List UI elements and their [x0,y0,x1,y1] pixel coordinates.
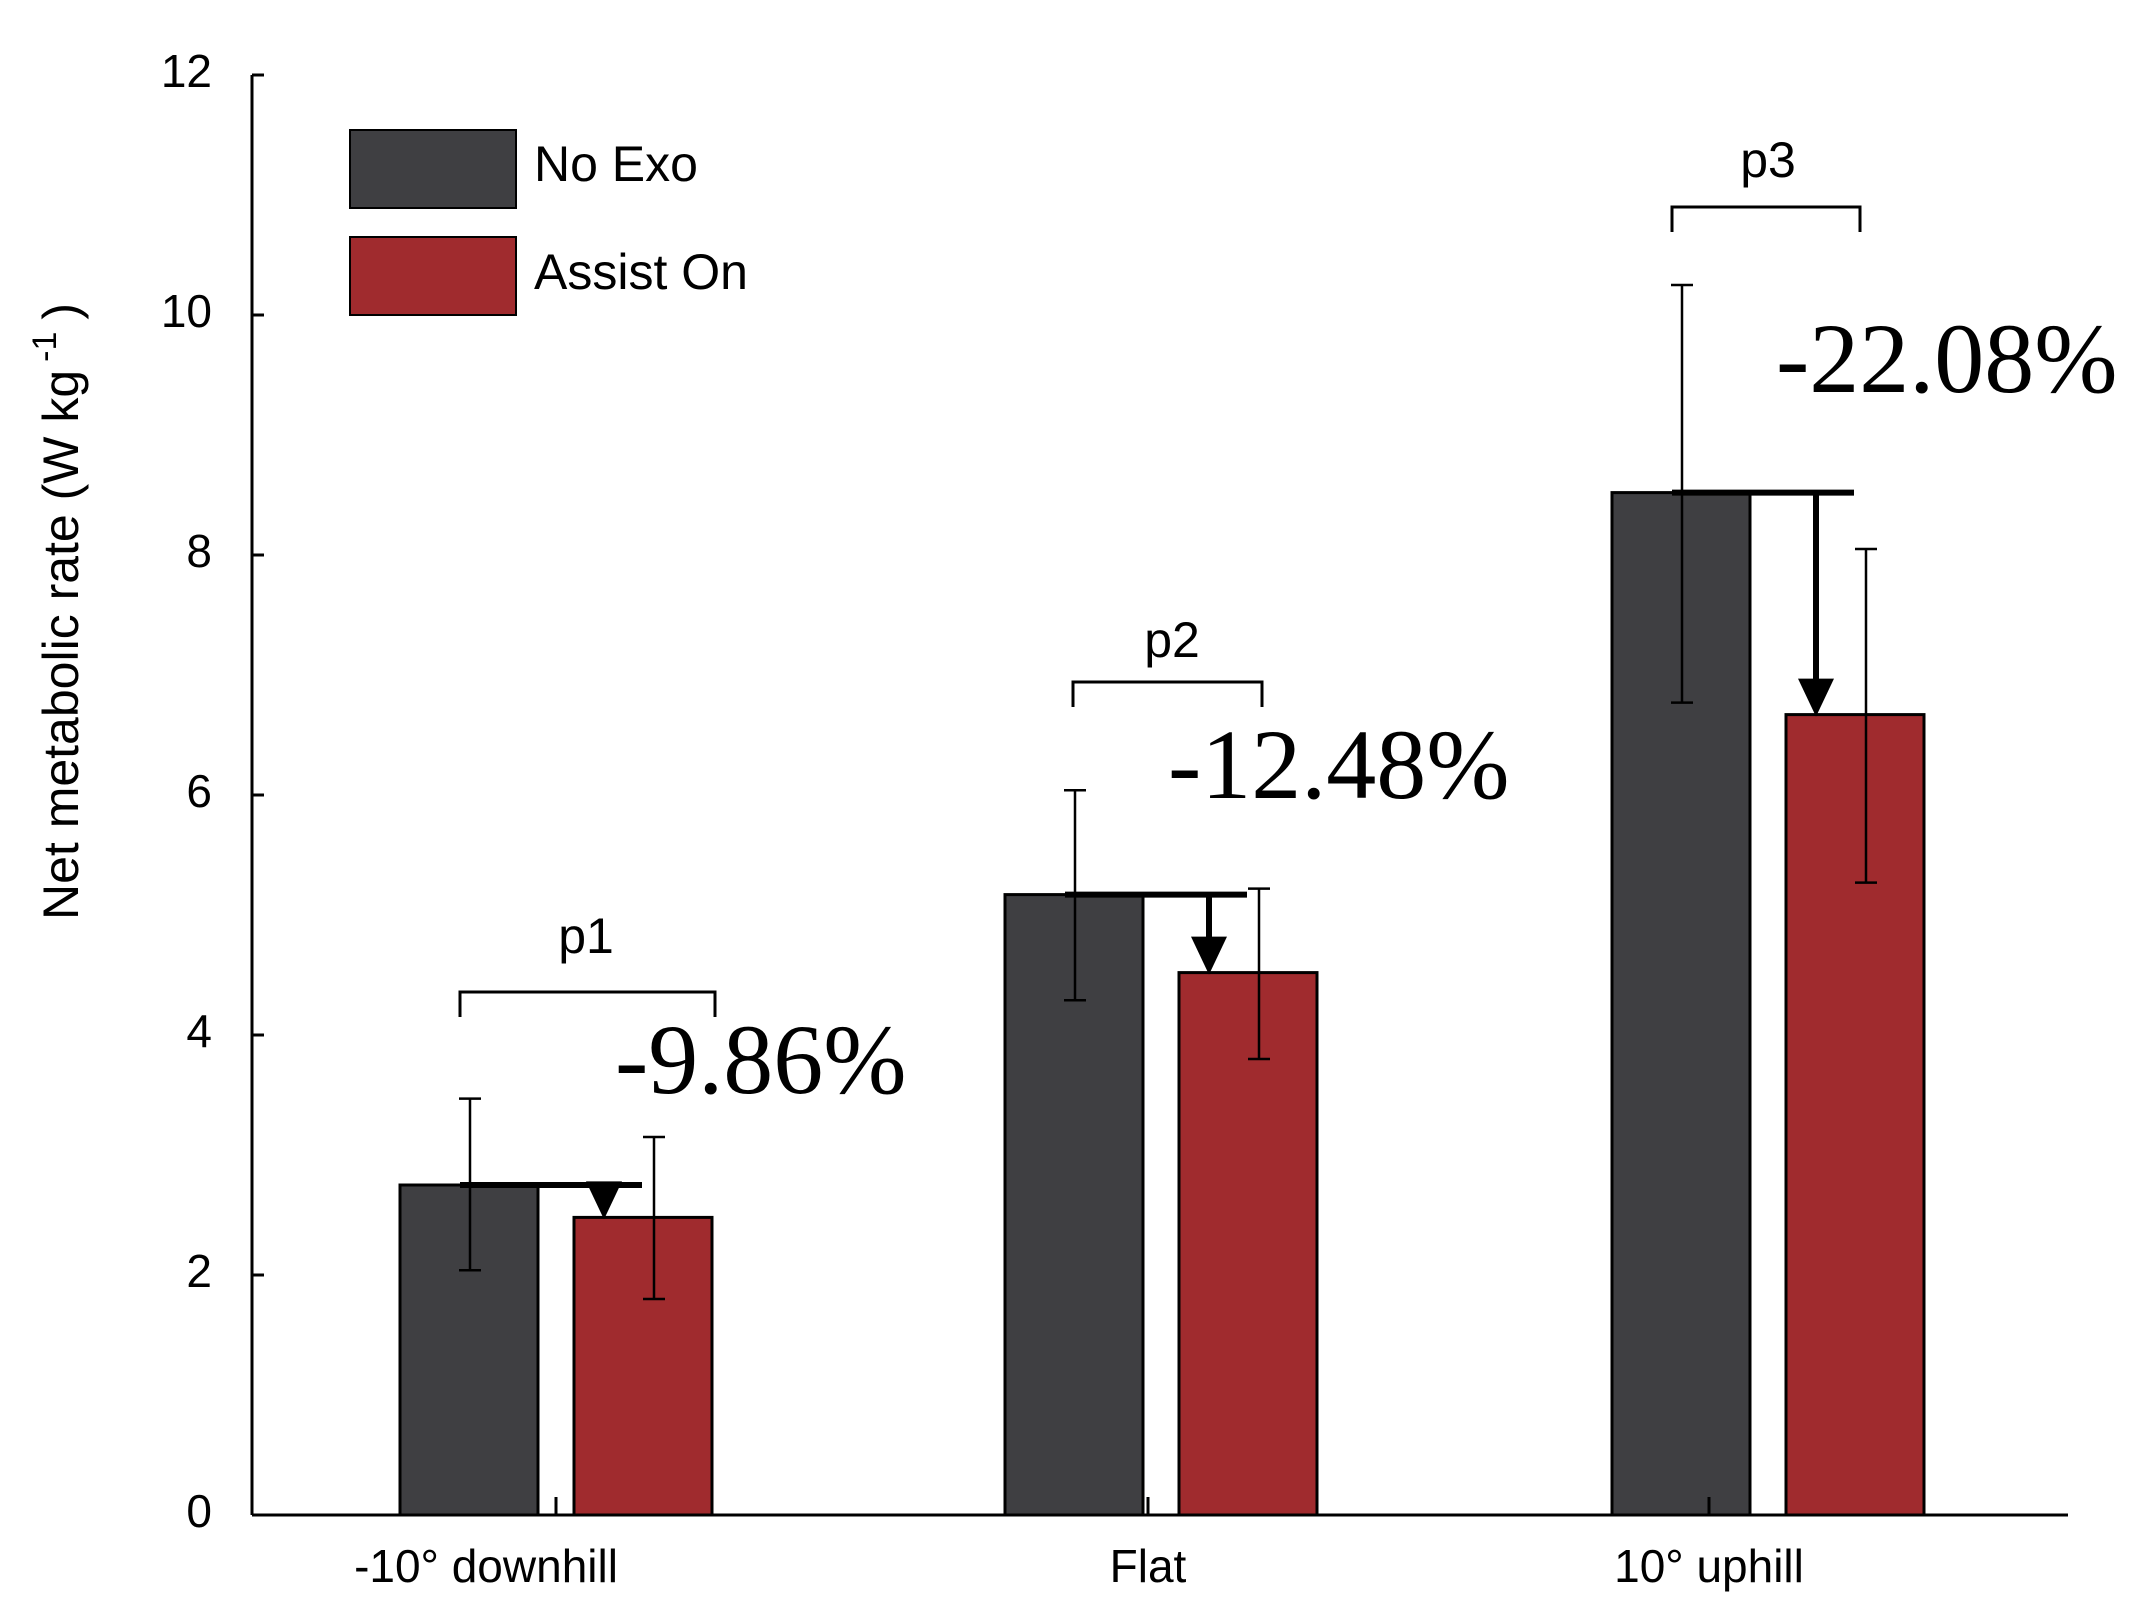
bar-assist-on [1177,971,1319,1517]
y-tick-label: 12 [161,45,212,97]
bar-assist-on [1784,713,1926,1517]
y-tick-label: 4 [186,1005,212,1057]
y-axis-label-sup: -1 [26,332,64,362]
annotations: p1-9.86% p2 -12.48% p3 -22.08% [458,132,2118,1220]
y-tick-label: 8 [186,525,212,577]
error-bars [459,283,1877,1301]
y-tick-label: 2 [186,1245,212,1297]
reduction-percent-label: -12.48% [1168,709,1510,820]
significance-bracket [1670,205,1862,232]
x-tick-label: 10° uphill [1614,1540,1804,1592]
legend-swatch-no-exo [349,129,517,209]
significance-label: p2 [1144,612,1200,668]
legend-swatch-assist-on [349,236,517,316]
significance-label: p3 [1740,132,1796,188]
reduction-arrow-head [1798,678,1834,717]
reduction-arrow-head [586,1181,622,1220]
reduction-arrow-head [1191,936,1227,975]
y-ticks: 0 2 4 6 8 10 12 [161,45,264,1537]
legend-label-no-exo: No Exo [534,136,698,192]
reduction-percent-label: -22.08% [1776,303,2118,414]
y-axis-label-close: ) [33,303,89,320]
legend-label-assist-on: Assist On [534,244,748,300]
bars [398,491,1926,1517]
significance-bracket [1071,680,1264,707]
x-ticks: -10° downhill Flat 10° uphill [354,1497,1804,1592]
y-tick-label: 6 [186,765,212,817]
x-tick-label: Flat [1110,1540,1187,1592]
y-axis-label-main: Net metabolic rate (W kg [33,370,89,920]
legend: No Exo Assist On [349,129,748,316]
significance-bracket [458,990,717,1017]
y-tick-label: 0 [186,1485,212,1537]
significance-label: p1 [558,908,614,964]
x-tick-label: -10° downhill [354,1540,618,1592]
reduction-percent-label: -9.86% [615,1004,907,1115]
bar-assist-on [572,1215,714,1517]
y-tick-label: 10 [161,285,212,337]
y-axis-label: Net metabolic rate (W kg -1) [26,303,89,920]
